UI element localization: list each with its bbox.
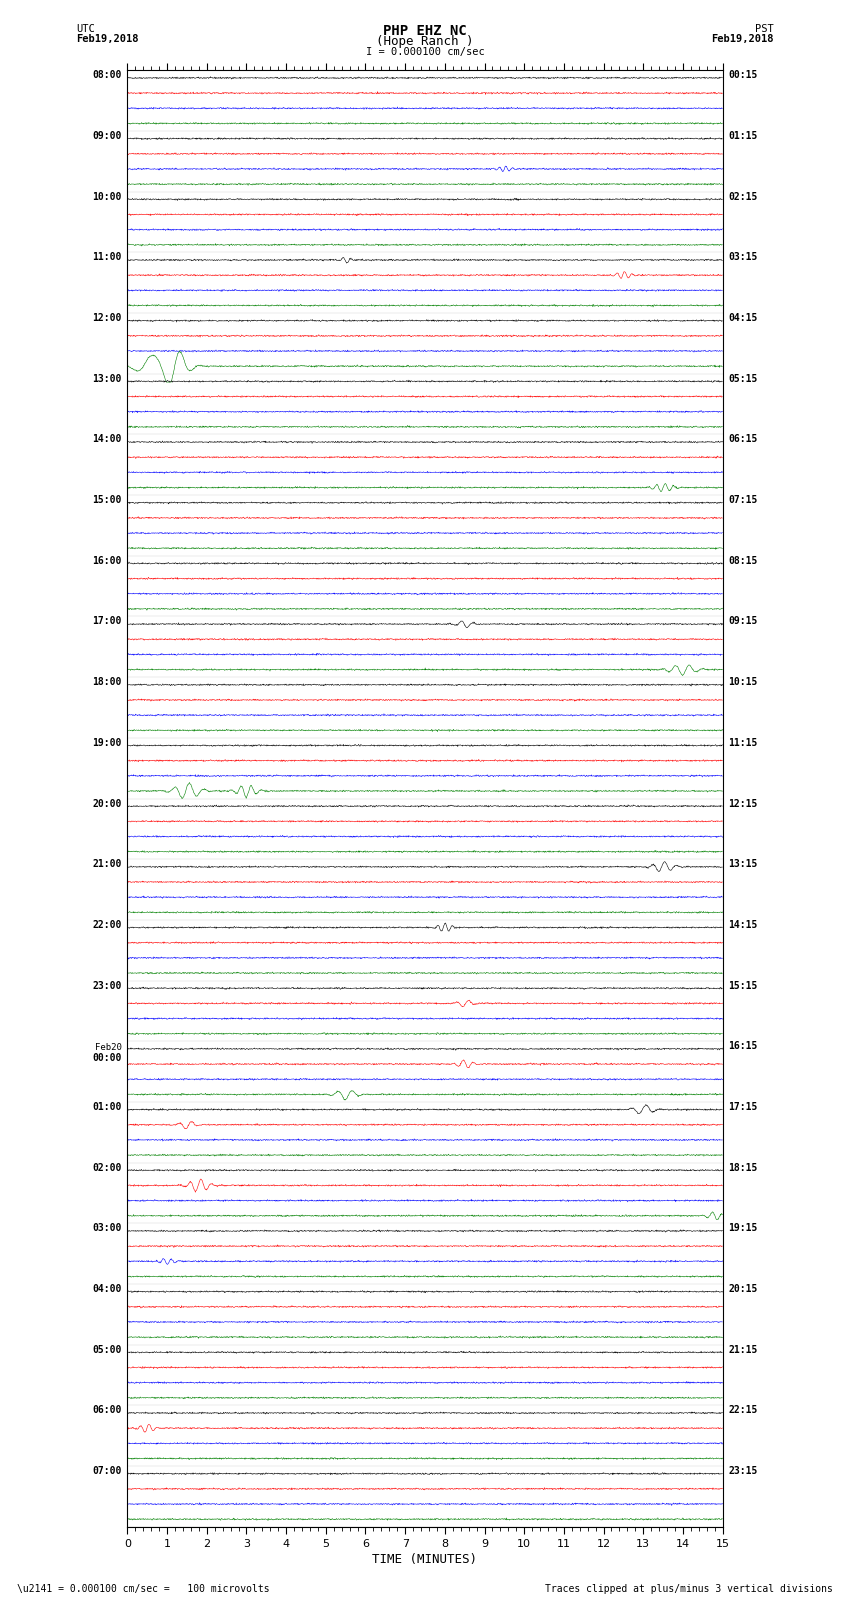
Text: 18:15: 18:15 xyxy=(728,1163,758,1173)
Text: PST: PST xyxy=(755,24,774,34)
Text: 10:00: 10:00 xyxy=(92,192,122,202)
Text: PHP EHZ NC: PHP EHZ NC xyxy=(383,24,467,39)
Text: 05:00: 05:00 xyxy=(92,1345,122,1355)
Text: 15:00: 15:00 xyxy=(92,495,122,505)
Text: 01:00: 01:00 xyxy=(92,1102,122,1111)
Text: 23:15: 23:15 xyxy=(728,1466,758,1476)
Text: 22:15: 22:15 xyxy=(728,1405,758,1415)
Text: 17:00: 17:00 xyxy=(92,616,122,626)
Text: 03:15: 03:15 xyxy=(728,252,758,263)
Text: Feb19,2018: Feb19,2018 xyxy=(711,34,774,44)
Text: 14:15: 14:15 xyxy=(728,919,758,931)
Text: 02:00: 02:00 xyxy=(92,1163,122,1173)
Text: 06:00: 06:00 xyxy=(92,1405,122,1415)
Text: 14:00: 14:00 xyxy=(92,434,122,445)
Text: 02:15: 02:15 xyxy=(728,192,758,202)
Text: 09:15: 09:15 xyxy=(728,616,758,626)
Text: 03:00: 03:00 xyxy=(92,1223,122,1234)
Text: I = 0.000100 cm/sec: I = 0.000100 cm/sec xyxy=(366,47,484,56)
Text: 09:00: 09:00 xyxy=(92,131,122,140)
Text: 12:15: 12:15 xyxy=(728,798,758,808)
Text: 04:15: 04:15 xyxy=(728,313,758,323)
Text: 10:15: 10:15 xyxy=(728,677,758,687)
Text: 18:00: 18:00 xyxy=(92,677,122,687)
Text: Traces clipped at plus/minus 3 vertical divisions: Traces clipped at plus/minus 3 vertical … xyxy=(545,1584,833,1594)
Text: UTC: UTC xyxy=(76,24,95,34)
Text: 11:15: 11:15 xyxy=(728,737,758,748)
Text: 05:15: 05:15 xyxy=(728,374,758,384)
Text: \u2141 = 0.000100 cm/sec =   100 microvolts: \u2141 = 0.000100 cm/sec = 100 microvolt… xyxy=(17,1584,269,1594)
Text: 01:15: 01:15 xyxy=(728,131,758,140)
Text: 13:00: 13:00 xyxy=(92,374,122,384)
Text: 23:00: 23:00 xyxy=(92,981,122,990)
Text: 12:00: 12:00 xyxy=(92,313,122,323)
Text: 15:15: 15:15 xyxy=(728,981,758,990)
Text: 17:15: 17:15 xyxy=(728,1102,758,1111)
Text: 16:15: 16:15 xyxy=(728,1042,758,1052)
X-axis label: TIME (MINUTES): TIME (MINUTES) xyxy=(372,1553,478,1566)
Text: 13:15: 13:15 xyxy=(728,860,758,869)
Text: 11:00: 11:00 xyxy=(92,252,122,263)
Text: 19:15: 19:15 xyxy=(728,1223,758,1234)
Text: (Hope Ranch ): (Hope Ranch ) xyxy=(377,35,473,48)
Text: 00:15: 00:15 xyxy=(728,71,758,81)
Text: Feb19,2018: Feb19,2018 xyxy=(76,34,139,44)
Text: Feb20: Feb20 xyxy=(94,1044,122,1052)
Text: 00:00: 00:00 xyxy=(92,1053,122,1063)
Text: 20:15: 20:15 xyxy=(728,1284,758,1294)
Text: 07:15: 07:15 xyxy=(728,495,758,505)
Text: 06:15: 06:15 xyxy=(728,434,758,445)
Text: 08:00: 08:00 xyxy=(92,71,122,81)
Text: 07:00: 07:00 xyxy=(92,1466,122,1476)
Text: 08:15: 08:15 xyxy=(728,556,758,566)
Text: 21:00: 21:00 xyxy=(92,860,122,869)
Text: 04:00: 04:00 xyxy=(92,1284,122,1294)
Text: 22:00: 22:00 xyxy=(92,919,122,931)
Text: 19:00: 19:00 xyxy=(92,737,122,748)
Text: 20:00: 20:00 xyxy=(92,798,122,808)
Text: 16:00: 16:00 xyxy=(92,556,122,566)
Text: 21:15: 21:15 xyxy=(728,1345,758,1355)
